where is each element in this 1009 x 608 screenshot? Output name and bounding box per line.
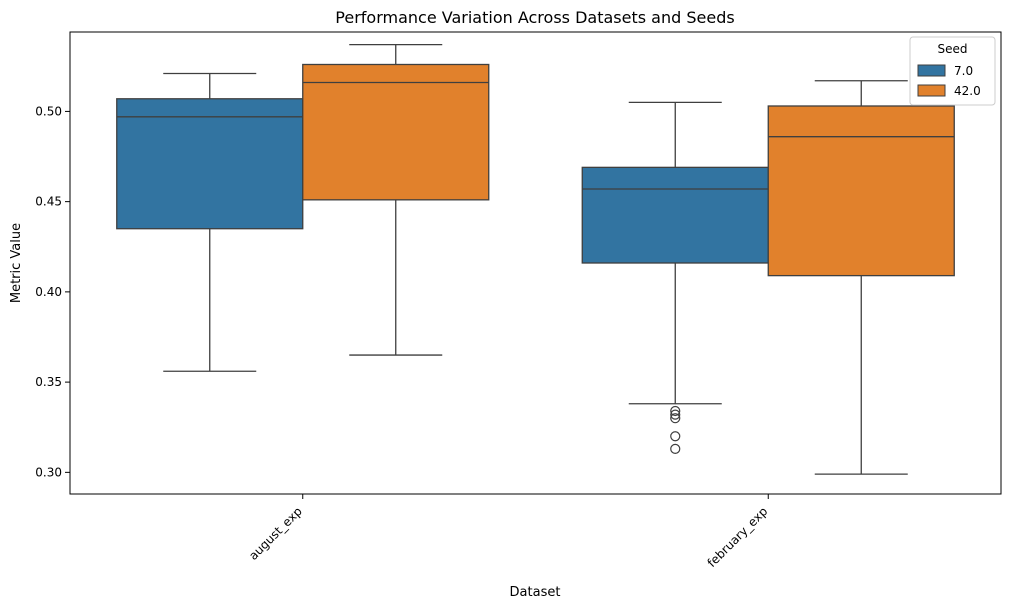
y-tick-label: 0.35 (35, 375, 62, 389)
x-axis: august_exp february_exp (246, 494, 770, 570)
legend: Seed 7.0 42.0 (909, 36, 996, 106)
box-february_exp-seed-7.0 (581, 101, 769, 454)
box-series-group (116, 43, 955, 475)
box-iqr (302, 63, 490, 201)
box-august_exp-seed-7.0 (116, 72, 304, 372)
outlier-point (670, 443, 681, 454)
legend-label: 42.0 (954, 84, 981, 98)
legend-title: Seed (938, 42, 968, 56)
plot-area (69, 31, 1002, 495)
outlier-point (670, 405, 681, 417)
box-august_exp-seed-42.0 (302, 43, 490, 356)
x-axis-label: Dataset (510, 585, 561, 600)
y-tick-label: 0.50 (35, 104, 62, 118)
y-axis: 0.30 0.35 0.40 0.45 0.50 (35, 104, 70, 479)
legend-label: 7.0 (954, 64, 973, 78)
outlier-point (670, 409, 681, 420)
chart-title: Performance Variation Across Datasets an… (335, 8, 734, 27)
box-iqr (581, 166, 769, 264)
y-tick-label: 0.45 (35, 195, 62, 209)
legend-swatch (917, 64, 946, 77)
outlier-point (670, 413, 681, 424)
y-tick-label: 0.30 (35, 465, 62, 479)
outlier-point (670, 431, 681, 442)
x-tick-label: february_exp (705, 504, 771, 570)
box-iqr (116, 98, 304, 230)
x-tick-label: august_exp (246, 504, 305, 563)
y-tick-label: 0.40 (35, 285, 62, 299)
box-february_exp-seed-42.0 (767, 80, 955, 475)
box-iqr (767, 105, 955, 277)
y-axis-label: Metric Value (9, 223, 24, 303)
legend-swatch (917, 84, 946, 97)
